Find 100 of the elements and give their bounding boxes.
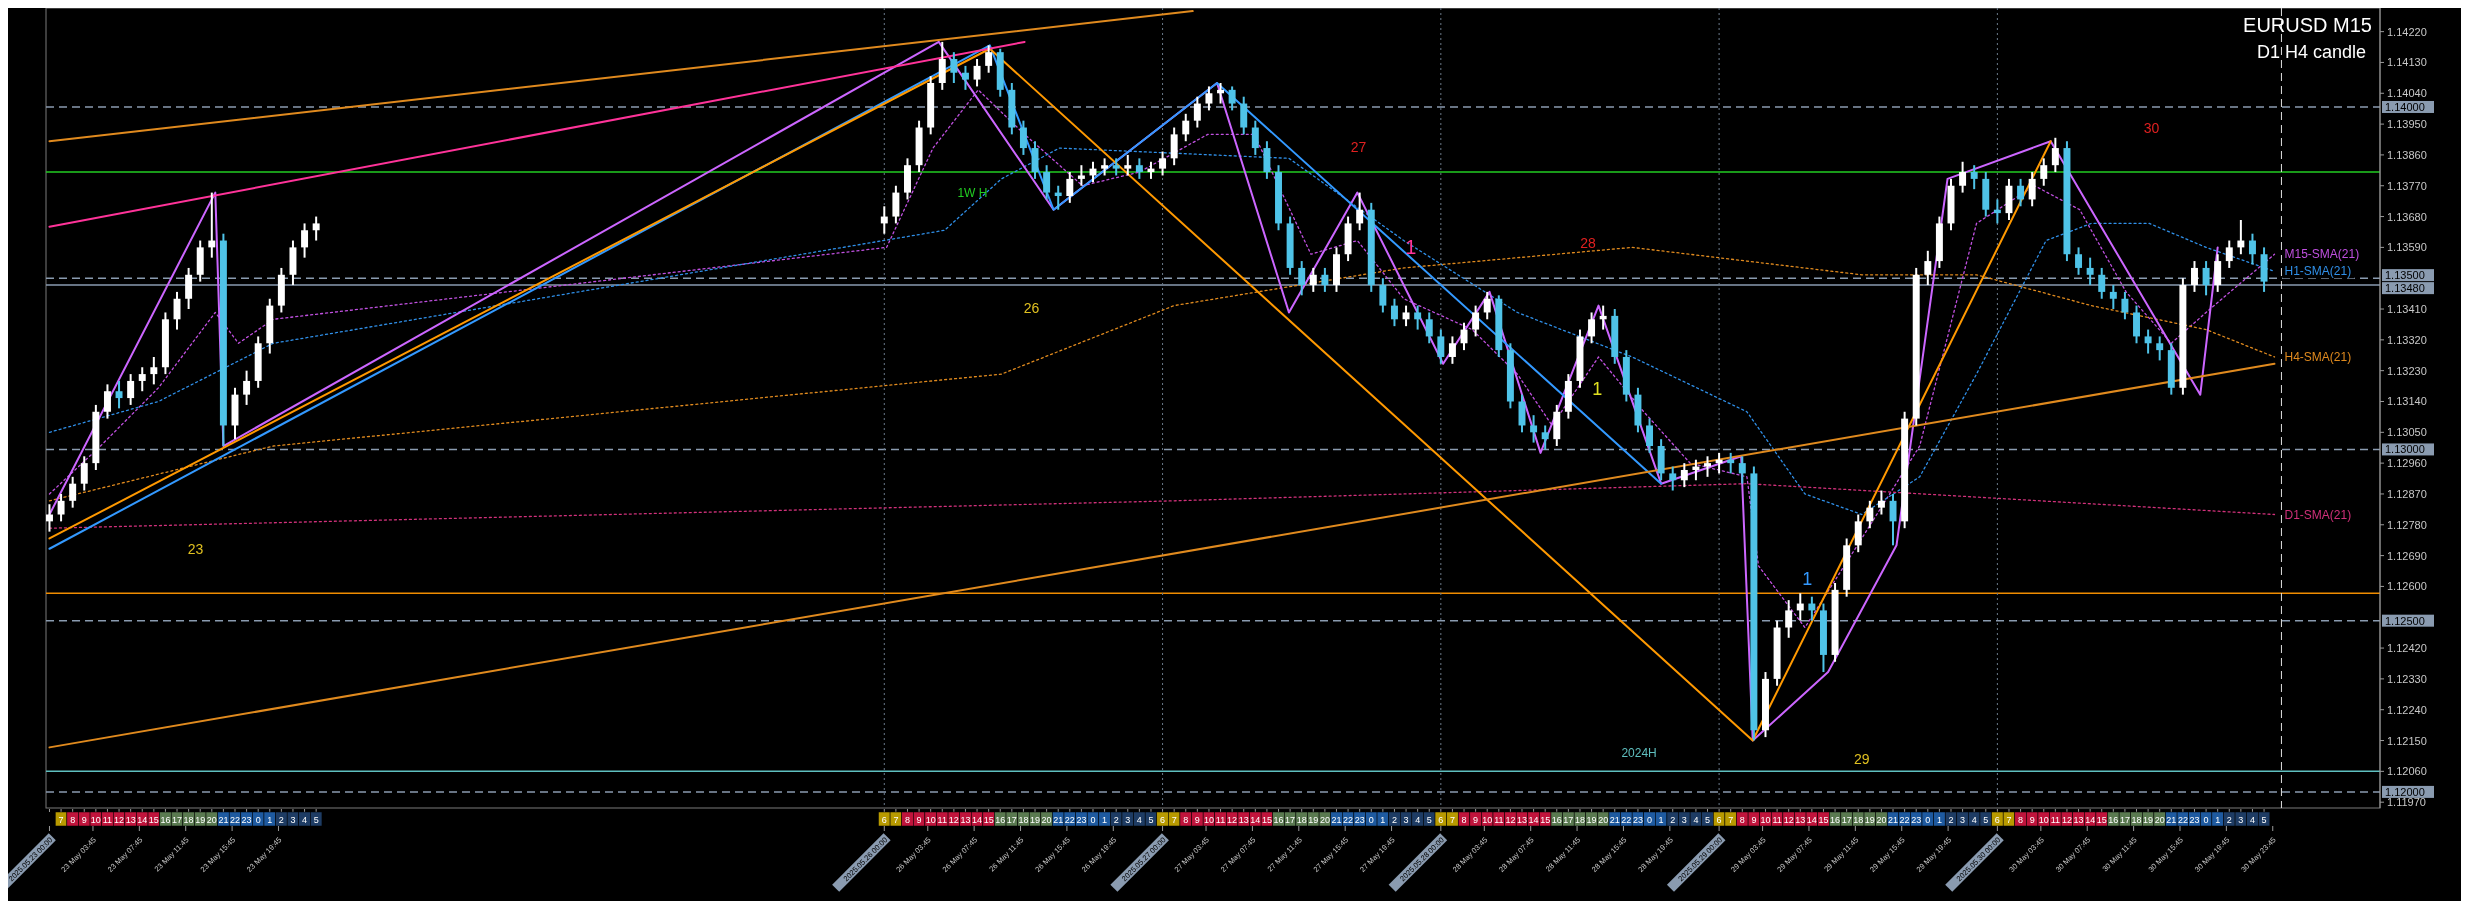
x2-tick-label: 4 — [1415, 815, 1421, 825]
candlestick — [1889, 492, 1897, 547]
candlestick — [1588, 311, 1596, 345]
y-tick-label: 1.13680 — [2387, 210, 2427, 223]
y-tick-label: 1.13770 — [2387, 179, 2427, 192]
x2-tick-label: 0 — [1647, 815, 1653, 825]
x2-tick-label: 7 — [1449, 815, 1455, 825]
x2-tick-label: 20 — [1876, 815, 1887, 825]
candlestick — [973, 58, 981, 88]
x2-tick-label: 9 — [916, 815, 922, 825]
candlestick — [127, 373, 135, 406]
ref-line-label: 1.13480 — [2385, 282, 2425, 295]
x2-tick-label: 11 — [2050, 815, 2061, 825]
x2-tick-label: 9 — [2029, 815, 2035, 825]
x2-tick-label: 22 — [1899, 815, 1910, 825]
x2-tick-label: 19 — [195, 815, 206, 825]
y-tick-label: 1.12420 — [2387, 642, 2427, 655]
annotation: 2024H — [1621, 745, 1657, 760]
text: D1 H4 candle — [2256, 42, 2366, 62]
y-tick-label: 1.11970 — [2387, 796, 2426, 809]
candlestick — [312, 215, 320, 242]
candlestick — [2156, 335, 2164, 362]
x2-tick-label: 12 — [2061, 815, 2072, 825]
y-tick-label: 1.12870 — [2387, 487, 2427, 500]
x2-tick-label: 21 — [1331, 815, 1342, 825]
x2-tick-label: 22 — [229, 815, 240, 825]
x2-tick-label: 20 — [1598, 815, 1609, 825]
x2-tick-label: 16 — [2108, 815, 2119, 825]
x2-tick-label: 19 — [2143, 815, 2154, 825]
candlestick — [1170, 126, 1178, 167]
candlestick — [1066, 171, 1074, 204]
x2-tick-label: 18 — [1296, 815, 1307, 825]
annotation: 29 — [1853, 750, 1870, 767]
candlestick — [2075, 246, 2083, 276]
candlestick — [1077, 164, 1085, 187]
x2-tick-label: 4 — [1971, 815, 1977, 825]
candlestick — [1669, 465, 1677, 492]
candlestick — [57, 492, 65, 523]
x2-tick-label: 1 — [2215, 815, 2221, 825]
x2-tick-label: 1 — [1658, 815, 1664, 825]
x2-tick-label: 20 — [2154, 815, 2165, 825]
candlestick — [150, 355, 158, 386]
x2-tick-label: 20 — [206, 815, 217, 825]
x2-tick-label: 13 — [125, 815, 136, 825]
x2-tick-label: 15 — [1261, 815, 1272, 825]
x2-tick-label: 3 — [1125, 815, 1131, 825]
candlestick — [1483, 290, 1491, 321]
annotation: 1W H — [957, 185, 988, 200]
x2-tick-label: 17 — [1006, 815, 1017, 825]
y-tick-label: 1.12690 — [2387, 549, 2427, 562]
x2-tick-label: 22 — [2177, 815, 2188, 825]
x2-tick-label: 10 — [925, 815, 936, 825]
x2-tick-label: 12 — [948, 815, 959, 825]
x2-tick-label: 22 — [1064, 815, 1075, 825]
x2-tick-label: 7 — [1728, 815, 1734, 825]
candlestick — [1263, 140, 1271, 180]
y-tick-label: 1.14130 — [2387, 56, 2427, 69]
x2-tick-label: 23 — [1076, 815, 1087, 825]
y-tick-label: 1.12060 — [2387, 765, 2427, 778]
candlestick — [1205, 85, 1213, 112]
y-tick-label: 1.12240 — [2387, 703, 2427, 716]
x2-tick-label: 17 — [172, 815, 183, 825]
candlestick — [2086, 256, 2094, 287]
x2-tick-label: 19 — [1586, 815, 1597, 825]
x2-tick-label: 8 — [1461, 815, 1467, 825]
x2-tick-label: 4 — [2249, 815, 2255, 825]
candlestick — [2017, 177, 2025, 208]
x2-tick-label: 12 — [1505, 815, 1516, 825]
annotation: 28 — [1580, 234, 1597, 251]
x2-tick-label: 16 — [1551, 815, 1562, 825]
candlestick — [103, 383, 111, 420]
x2-tick-label: 7 — [1171, 815, 1177, 825]
x2-tick-label: 11 — [1215, 815, 1226, 825]
y-tick-label: 1.13320 — [2387, 333, 2427, 346]
x2-tick-label: 14 — [1250, 815, 1261, 825]
candlestick — [1959, 160, 1967, 194]
candlestick — [2248, 232, 2256, 266]
x2-tick-label: 0 — [2203, 815, 2209, 825]
x2-tick-label: 15 — [1540, 815, 1551, 825]
x2-tick-label: 7 — [58, 815, 64, 825]
ref-line-label: 1.12500 — [2385, 614, 2425, 627]
candlestick — [1646, 417, 1654, 454]
x2-tick-label: 2 — [1113, 815, 1119, 825]
x2-tick-label: 17 — [1563, 815, 1574, 825]
y-tick-label: 1.12780 — [2387, 518, 2427, 531]
annotation: 1 — [1802, 568, 1813, 589]
x2-tick-label: 23 — [1632, 815, 1643, 825]
x2-tick-label: 6 — [1994, 815, 2000, 825]
x2-tick-label: 21 — [1053, 815, 1064, 825]
x2-tick-label: 9 — [1194, 815, 1200, 825]
series-label: M15-SMA(21) — [2284, 247, 2360, 262]
candlestick — [1251, 119, 1259, 156]
candlestick — [1159, 150, 1167, 177]
y-tick-label: 1.13950 — [2387, 118, 2427, 131]
candlestick — [2144, 328, 2152, 355]
x2-tick-label: 5 — [1426, 815, 1432, 825]
series-label: D1-SMA(21) — [2284, 507, 2352, 522]
annotation: 27 — [1350, 138, 1367, 155]
x2-tick-label: 8 — [2018, 815, 2024, 825]
x2-tick-label: 2 — [1670, 815, 1676, 825]
